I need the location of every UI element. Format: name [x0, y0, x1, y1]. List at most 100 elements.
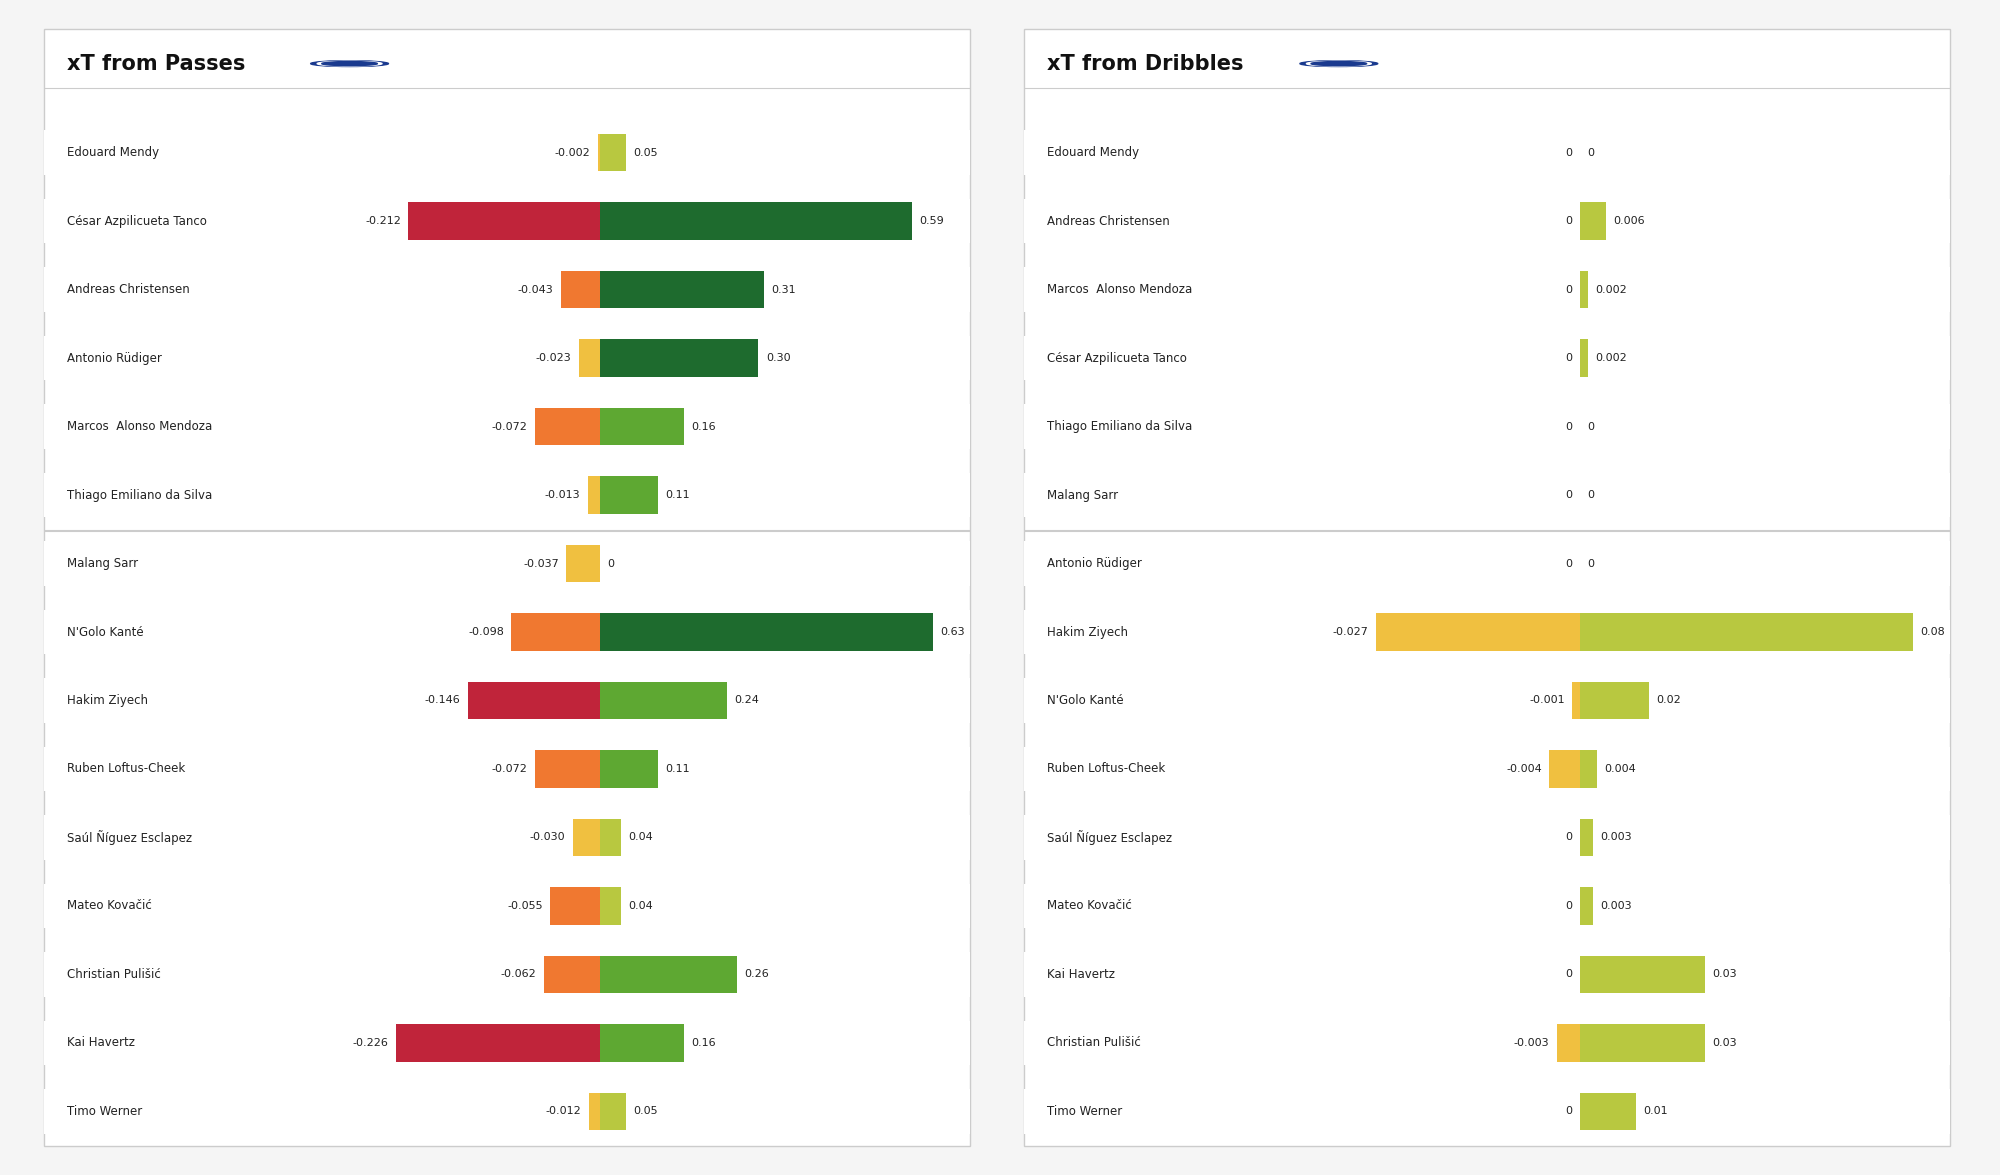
FancyBboxPatch shape — [1024, 336, 1950, 381]
Text: 0: 0 — [1566, 352, 1572, 363]
Text: -0.043: -0.043 — [518, 284, 554, 295]
Text: Timo Werner: Timo Werner — [68, 1104, 142, 1117]
FancyBboxPatch shape — [44, 472, 970, 517]
Text: 0.003: 0.003 — [1600, 832, 1632, 842]
Text: Saúl Ñíguez Esclapez: Saúl Ñíguez Esclapez — [1048, 830, 1172, 845]
FancyBboxPatch shape — [1550, 750, 1580, 787]
Text: Andreas Christensen: Andreas Christensen — [1048, 215, 1170, 228]
FancyBboxPatch shape — [1580, 340, 1588, 377]
Text: N'Golo Kanté: N'Golo Kanté — [68, 625, 144, 638]
Text: 0: 0 — [1588, 558, 1594, 569]
FancyBboxPatch shape — [44, 1021, 970, 1066]
Text: 0.11: 0.11 — [666, 764, 690, 774]
Text: -0.030: -0.030 — [530, 832, 566, 842]
Text: 0.05: 0.05 — [634, 148, 658, 157]
Text: 0: 0 — [1566, 832, 1572, 842]
FancyBboxPatch shape — [1024, 199, 1950, 243]
FancyBboxPatch shape — [1580, 1025, 1706, 1062]
Text: -0.023: -0.023 — [536, 352, 572, 363]
Circle shape — [1300, 61, 1378, 67]
Text: -0.012: -0.012 — [546, 1107, 582, 1116]
FancyBboxPatch shape — [600, 202, 912, 240]
FancyBboxPatch shape — [534, 408, 600, 445]
FancyBboxPatch shape — [44, 29, 970, 1146]
FancyBboxPatch shape — [44, 336, 970, 381]
Text: Thiago Emiliano da Silva: Thiago Emiliano da Silva — [1048, 421, 1192, 434]
FancyBboxPatch shape — [1580, 682, 1648, 719]
Text: Timo Werner: Timo Werner — [1048, 1104, 1122, 1117]
FancyBboxPatch shape — [512, 613, 600, 651]
FancyBboxPatch shape — [600, 408, 684, 445]
FancyBboxPatch shape — [44, 678, 970, 723]
Text: Mateo Kovačić: Mateo Kovačić — [1048, 899, 1132, 913]
Text: 0.04: 0.04 — [628, 832, 652, 842]
Circle shape — [1312, 61, 1366, 66]
FancyBboxPatch shape — [572, 819, 600, 857]
Text: -0.002: -0.002 — [554, 148, 590, 157]
FancyBboxPatch shape — [566, 545, 600, 583]
Circle shape — [314, 61, 384, 66]
FancyBboxPatch shape — [408, 202, 600, 240]
Text: -0.013: -0.013 — [544, 490, 580, 501]
FancyBboxPatch shape — [560, 270, 600, 309]
FancyBboxPatch shape — [44, 404, 970, 449]
Text: 0.006: 0.006 — [1612, 216, 1644, 226]
Text: 0.002: 0.002 — [1596, 352, 1628, 363]
FancyBboxPatch shape — [600, 750, 658, 787]
Text: -0.146: -0.146 — [424, 696, 460, 705]
FancyBboxPatch shape — [1024, 130, 1950, 175]
Text: 0.004: 0.004 — [1604, 764, 1636, 774]
FancyBboxPatch shape — [1572, 682, 1580, 719]
FancyBboxPatch shape — [44, 815, 970, 860]
Circle shape — [322, 61, 378, 66]
Text: 0: 0 — [1566, 148, 1572, 157]
Text: 0: 0 — [1566, 969, 1572, 980]
Text: César Azpilicueta Tanco: César Azpilicueta Tanco — [68, 215, 208, 228]
FancyBboxPatch shape — [1580, 613, 1912, 651]
FancyBboxPatch shape — [1376, 613, 1580, 651]
Text: Antonio Rüdiger: Antonio Rüdiger — [68, 351, 162, 364]
Text: -0.226: -0.226 — [352, 1038, 388, 1048]
Text: xT from Dribbles: xT from Dribbles — [1048, 54, 1244, 74]
Text: 0: 0 — [1566, 284, 1572, 295]
Text: 0.03: 0.03 — [1712, 1038, 1738, 1048]
Text: 0: 0 — [1566, 490, 1572, 501]
FancyBboxPatch shape — [588, 476, 600, 513]
Text: -0.062: -0.062 — [500, 969, 536, 980]
FancyBboxPatch shape — [44, 1089, 970, 1134]
FancyBboxPatch shape — [1024, 952, 1950, 996]
Text: 0.59: 0.59 — [920, 216, 944, 226]
Text: 0.63: 0.63 — [940, 627, 964, 637]
Text: 0.02: 0.02 — [1656, 696, 1682, 705]
FancyBboxPatch shape — [1580, 887, 1592, 925]
Text: Malang Sarr: Malang Sarr — [68, 557, 138, 570]
FancyBboxPatch shape — [1580, 270, 1588, 309]
FancyBboxPatch shape — [1580, 819, 1592, 857]
FancyBboxPatch shape — [600, 682, 726, 719]
Text: Kai Havertz: Kai Havertz — [1048, 968, 1116, 981]
Text: Hakim Ziyech: Hakim Ziyech — [1048, 625, 1128, 638]
Text: -0.003: -0.003 — [1514, 1038, 1550, 1048]
FancyBboxPatch shape — [1580, 750, 1596, 787]
Circle shape — [1306, 61, 1372, 66]
FancyBboxPatch shape — [600, 270, 764, 309]
Text: 0.002: 0.002 — [1596, 284, 1628, 295]
FancyBboxPatch shape — [1024, 268, 1950, 311]
Text: 0.16: 0.16 — [692, 422, 716, 431]
FancyBboxPatch shape — [550, 887, 600, 925]
FancyBboxPatch shape — [1580, 202, 1606, 240]
FancyBboxPatch shape — [1024, 404, 1950, 449]
FancyBboxPatch shape — [44, 884, 970, 928]
FancyBboxPatch shape — [600, 476, 658, 513]
Text: Thiago Emiliano da Silva: Thiago Emiliano da Silva — [68, 489, 212, 502]
Text: 0: 0 — [1566, 901, 1572, 911]
Circle shape — [1304, 61, 1374, 66]
Text: -0.027: -0.027 — [1332, 627, 1368, 637]
Text: 0.03: 0.03 — [1712, 969, 1738, 980]
Text: Ruben Loftus-Cheek: Ruben Loftus-Cheek — [68, 763, 186, 776]
Text: 0: 0 — [1588, 148, 1594, 157]
FancyBboxPatch shape — [544, 955, 600, 993]
Text: Hakim Ziyech: Hakim Ziyech — [68, 694, 148, 707]
Circle shape — [310, 61, 388, 67]
Text: -0.037: -0.037 — [524, 558, 558, 569]
